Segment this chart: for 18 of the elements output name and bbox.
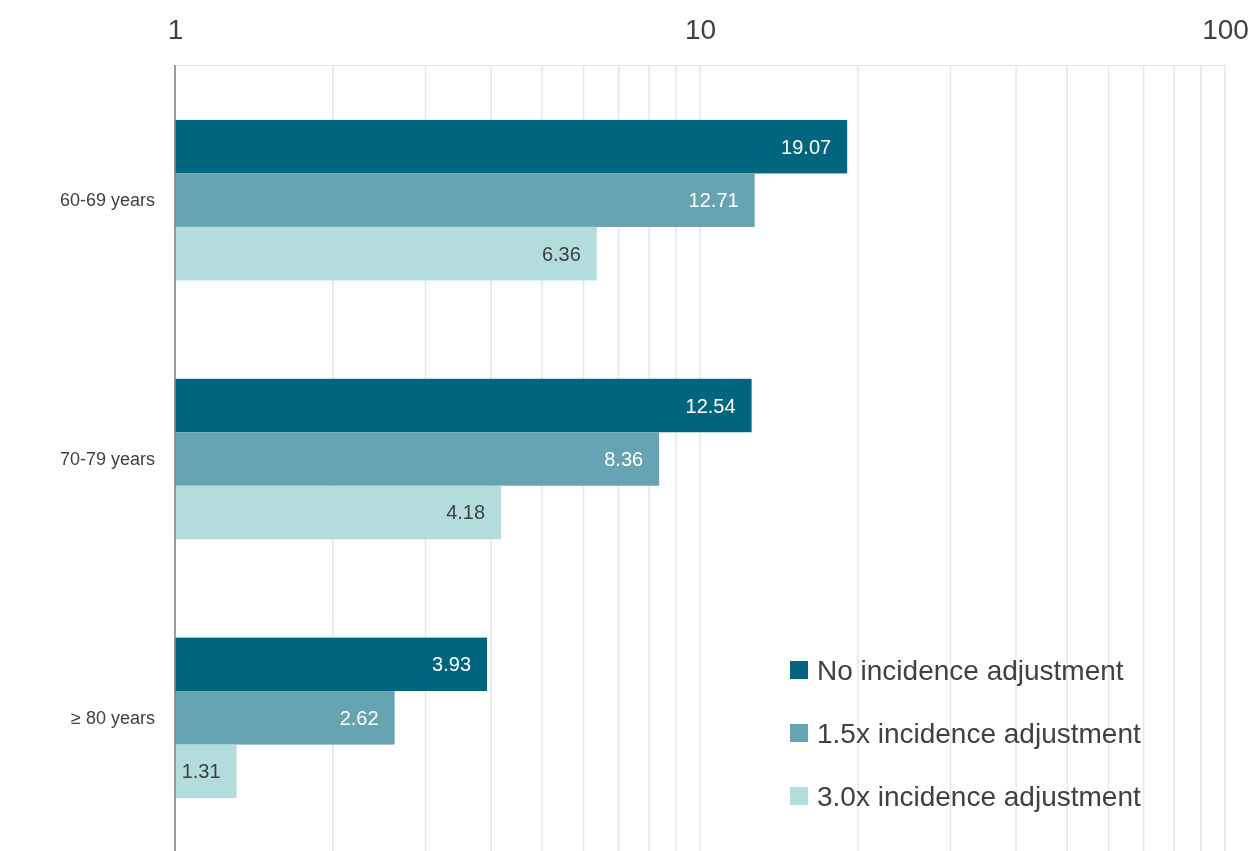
legend-label: 1.5x incidence adjustment (817, 717, 1141, 749)
data-label: 19.07 (781, 135, 832, 158)
data-label: 12.54 (685, 394, 736, 417)
data-label: 8.36 (604, 448, 644, 470)
x-tick-label: 100 (1202, 14, 1249, 45)
data-label: 2.62 (339, 706, 379, 729)
x-tick-label: 1 (167, 14, 184, 45)
data-label: 6.36 (541, 242, 581, 265)
data-label: 12.71 (688, 189, 739, 212)
y-tick-label: 60-69 years (59, 189, 155, 210)
y-tick-label: ≥ 80 years (71, 707, 155, 728)
x-tick-label: 10 (684, 14, 717, 45)
data-label: 1.31 (181, 760, 221, 783)
legend-label: No incidence adjustment (817, 654, 1124, 686)
y-tick-label: 70-79 years (59, 448, 155, 469)
legend-label: 3.0x incidence adjustment (817, 780, 1141, 812)
data-label: 4.18 (446, 501, 486, 524)
data-label: 3.93 (432, 653, 472, 676)
